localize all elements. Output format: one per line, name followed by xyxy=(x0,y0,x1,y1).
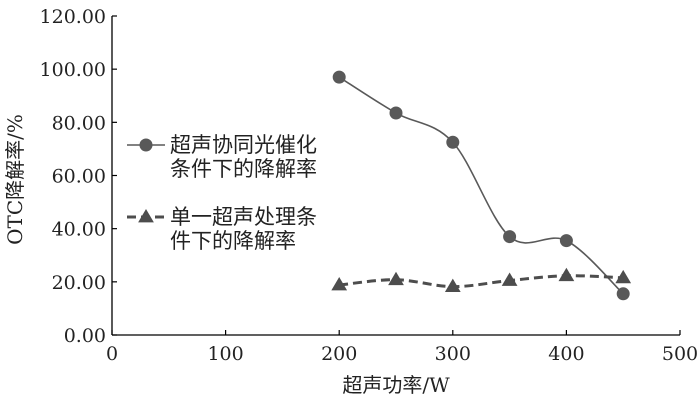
x-tick-label: 300 xyxy=(435,343,471,365)
series-1-point xyxy=(332,70,346,84)
series-2-point xyxy=(558,267,575,282)
x-axis-title: 超声功率/W xyxy=(342,373,450,397)
legend-marker xyxy=(138,209,154,223)
y-axis-title: OTC降解率/% xyxy=(3,114,27,245)
series-2-point xyxy=(388,271,404,286)
legend-label: 超声协同光催化 xyxy=(170,133,317,157)
x-tick-label: 500 xyxy=(662,343,698,365)
series-2-point xyxy=(615,269,632,284)
x-tick-label: 400 xyxy=(548,343,584,365)
series-1-point xyxy=(503,230,517,244)
legend-label: 单一超声处理条 xyxy=(170,205,317,229)
series-2-point xyxy=(331,277,348,291)
series-1 xyxy=(332,70,630,301)
series-1-line xyxy=(338,76,624,295)
series-2-point xyxy=(444,278,461,293)
y-tick-label: 40.00 xyxy=(52,219,106,241)
y-tick-label: 0.00 xyxy=(64,325,106,347)
series-group xyxy=(331,70,632,301)
series-1-point xyxy=(616,287,630,301)
x-tick-label: 0 xyxy=(106,343,118,365)
series-1-point xyxy=(446,135,460,149)
series-2-line xyxy=(339,274,624,289)
x-tick-label: 200 xyxy=(321,343,357,365)
legend-label: 件下的降解率 xyxy=(170,229,296,253)
x-tick-label: 100 xyxy=(207,343,243,365)
y-tick-label: 20.00 xyxy=(52,272,106,294)
series-2 xyxy=(331,267,632,293)
series-1-point xyxy=(559,234,573,248)
y-tick-label: 120.00 xyxy=(40,6,106,28)
y-tick-label: 80.00 xyxy=(52,112,106,134)
y-tick-label: 100.00 xyxy=(40,59,106,81)
legend-marker xyxy=(139,138,153,152)
series-2-point xyxy=(501,272,518,286)
series-1-point xyxy=(389,106,403,120)
legend-label: 条件下的降解率 xyxy=(170,157,317,181)
axis-ticks: 0 100 200 300 400 500 0.00 20.00 40.00 60.00 80.00… xyxy=(40,6,699,365)
y-tick-label: 60.00 xyxy=(52,166,106,188)
